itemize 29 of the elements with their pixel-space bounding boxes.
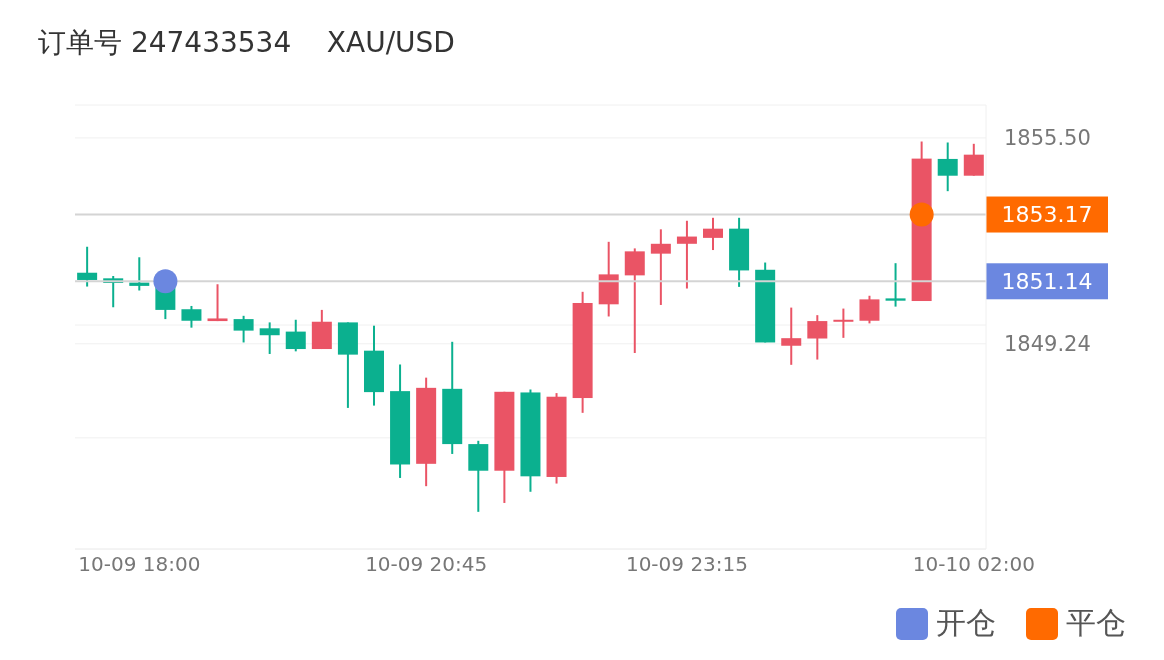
x-tick-label: 10-09 20:45	[365, 552, 488, 577]
candlestick	[937, 141, 958, 193]
ref-line-label: 1853.17	[1001, 202, 1093, 228]
candlestick	[859, 294, 880, 325]
legend-label: 平仓	[1066, 604, 1126, 642]
ref-line-label: 1851.14	[1001, 268, 1093, 294]
chart-title: 订单号 247433534 XAU/USD	[37, 25, 456, 61]
x-tick-label: 10-10 02:00	[912, 552, 1035, 577]
y-tick-label: 1855.50	[1004, 126, 1091, 151]
candlestick	[181, 304, 202, 329]
candlestick	[885, 262, 906, 308]
candlestick	[77, 245, 98, 288]
candlestick	[676, 219, 697, 290]
candlestick	[781, 306, 802, 366]
candlestick	[650, 228, 671, 306]
candlestick	[807, 314, 828, 361]
y-tick-label: 1849.24	[1004, 332, 1091, 357]
candlestick	[963, 142, 984, 177]
candlestick	[207, 283, 228, 323]
candlestick	[703, 216, 724, 252]
legend-label: 开仓	[936, 604, 996, 642]
candlestick	[833, 307, 854, 339]
candlestick	[259, 321, 280, 355]
candlestick	[233, 314, 254, 344]
candlestick	[285, 318, 306, 353]
x-tick-label: 10-09 23:15	[625, 552, 749, 577]
candlestick	[624, 247, 645, 354]
x-tick-label: 10-09 18:00	[78, 552, 201, 577]
candlestick	[129, 256, 150, 292]
